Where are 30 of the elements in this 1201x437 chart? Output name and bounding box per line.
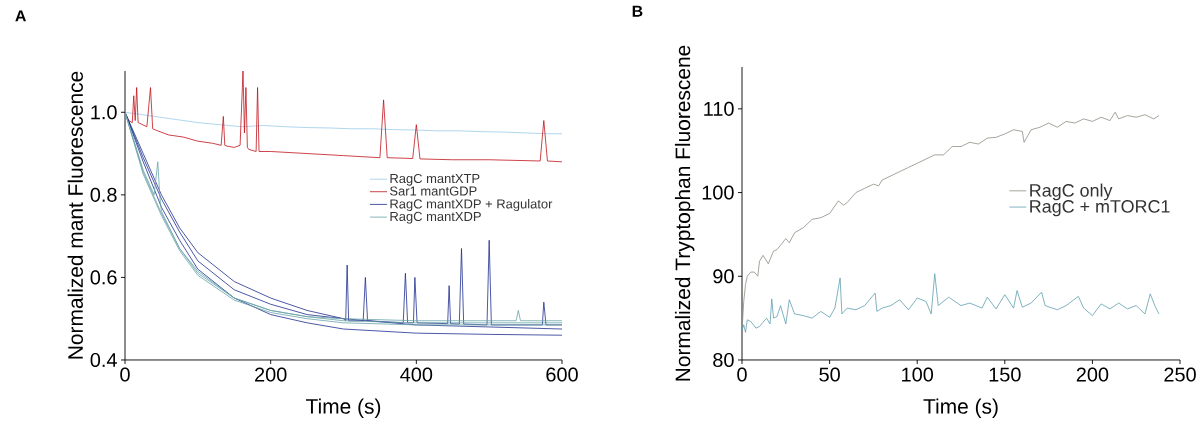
x-tick-label: 250 [1164, 367, 1196, 382]
y-tick-label: 110 [704, 101, 734, 116]
y-axis-title: Normalized mant Fluorescence [67, 71, 83, 359]
y-tick-label: 80 [713, 352, 734, 368]
y-tick-label: 0.8 [90, 187, 117, 202]
y-tick-label: 100 [702, 185, 734, 200]
x-tick-label: 200 [1076, 367, 1109, 382]
x-axis-title: Time (s) [923, 398, 998, 418]
y-tick-label: 0.6 [90, 270, 117, 285]
x-tick-label: 150 [989, 367, 1021, 382]
y-tick-label: 1.0 [91, 105, 117, 120]
x-tick-label: 50 [819, 367, 840, 382]
x-tick-label: 100 [902, 367, 934, 382]
x-tick-label: 400 [400, 367, 433, 382]
chart-title: A [15, 10, 27, 22]
y-axis-title: Normalized Tryptophan Fluorescene [674, 45, 695, 381]
x-tick-label: 0 [737, 367, 747, 382]
chart-title: B [632, 5, 643, 17]
x-tick-label: 600 [546, 367, 578, 382]
legend-label: RagC mantXDP + Ragulator [390, 198, 553, 212]
y-tick-label: 90 [713, 269, 734, 284]
x-tick-label: 0 [120, 367, 130, 382]
legend-label: RagC mantXDP [390, 211, 481, 224]
x-axis-title: Time (s) [306, 398, 381, 418]
legend-label: RagC mantXTP [390, 173, 480, 186]
y-tick-label: 0.4 [90, 352, 117, 368]
legend-label: Sar1 mantGDP [390, 186, 477, 196]
legend-label: RagC only [1030, 183, 1113, 201]
legend-label: RagC + mTORC1 [1030, 200, 1170, 217]
x-tick-label: 200 [255, 367, 287, 382]
